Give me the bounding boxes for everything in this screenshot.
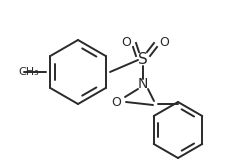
Text: O: O xyxy=(121,35,131,48)
Text: O: O xyxy=(159,35,169,48)
Text: O: O xyxy=(111,96,121,109)
Text: S: S xyxy=(138,52,148,68)
Text: CH₃: CH₃ xyxy=(18,67,39,77)
Text: N: N xyxy=(138,77,148,91)
